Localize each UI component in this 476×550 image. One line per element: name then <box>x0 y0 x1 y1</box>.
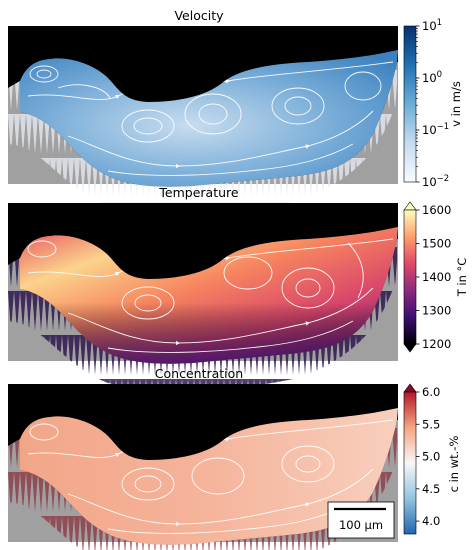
colorbar-tick-label: 1200 <box>422 337 451 351</box>
colorbar-tick-label: 1500 <box>422 237 451 251</box>
temperature-colorbar: 1600 1500 1400 1300 1200 T in °C <box>403 201 469 353</box>
scale-bar-label: 100 µm <box>339 518 383 532</box>
colorbar-tick-label: 10−1 <box>422 122 449 137</box>
temperature-title: Temperature <box>158 185 238 200</box>
colorbar-label: v in m/s <box>449 81 463 127</box>
colorbar-gradient <box>403 25 417 183</box>
colorbar-tick-label: 100 <box>422 70 442 85</box>
colorbar-tick-label: 1600 <box>422 203 451 217</box>
colorbar-gradient <box>403 209 417 345</box>
velocity-plot-area <box>8 26 398 214</box>
colorbar-label: c in wt.-% <box>447 436 461 493</box>
colorbar-ticks: 101 100 10−1 10−2 <box>416 18 449 189</box>
colorbar-extend-max <box>403 201 417 211</box>
colorbar-tick-label: 4.0 <box>422 514 440 528</box>
colorbar-tick-label: 1400 <box>422 270 451 284</box>
colorbar-gradient <box>403 391 417 535</box>
solid-region <box>8 62 398 187</box>
colorbar-tick-label: 6.0 <box>422 385 440 399</box>
concentration-title: Concentration <box>155 366 243 381</box>
solid-region <box>8 239 398 364</box>
concentration-colorbar: 6.0 5.5 5.0 4.5 4.0 c in wt.-% <box>403 383 461 535</box>
temperature-plot-area <box>8 203 398 391</box>
colorbar-ticks: 1600 1500 1400 1300 1200 <box>416 203 451 351</box>
colorbar-extend-min <box>403 343 417 353</box>
colorbar-tick-label: 5.0 <box>422 450 440 464</box>
velocity-panel: Velocity <box>8 8 463 214</box>
colorbar-tick-label: 5.5 <box>422 417 440 431</box>
colorbar-ticks: 6.0 5.5 5.0 4.5 4.0 <box>416 385 440 528</box>
velocity-title: Velocity <box>174 8 224 23</box>
colorbar-tick-label: 101 <box>422 18 442 33</box>
colorbar-tick-label: 1300 <box>422 304 451 318</box>
colorbar-label: T in °C <box>455 258 469 298</box>
concentration-panel: Concentration 100 <box>8 366 461 550</box>
colorbar-tick-label: 4.5 <box>422 482 440 496</box>
colorbar-tick-label: 10−2 <box>422 174 449 189</box>
streamlines <box>27 61 394 176</box>
concentration-plot-area: 100 µm <box>8 384 398 550</box>
boundary-hatch <box>8 239 397 391</box>
velocity-colorbar: 101 100 10−1 10−2 v in m/s <box>403 18 463 189</box>
colorbar-extend-max <box>403 383 417 393</box>
scale-bar: 100 µm <box>327 501 395 539</box>
boundary-hatch <box>8 62 397 214</box>
